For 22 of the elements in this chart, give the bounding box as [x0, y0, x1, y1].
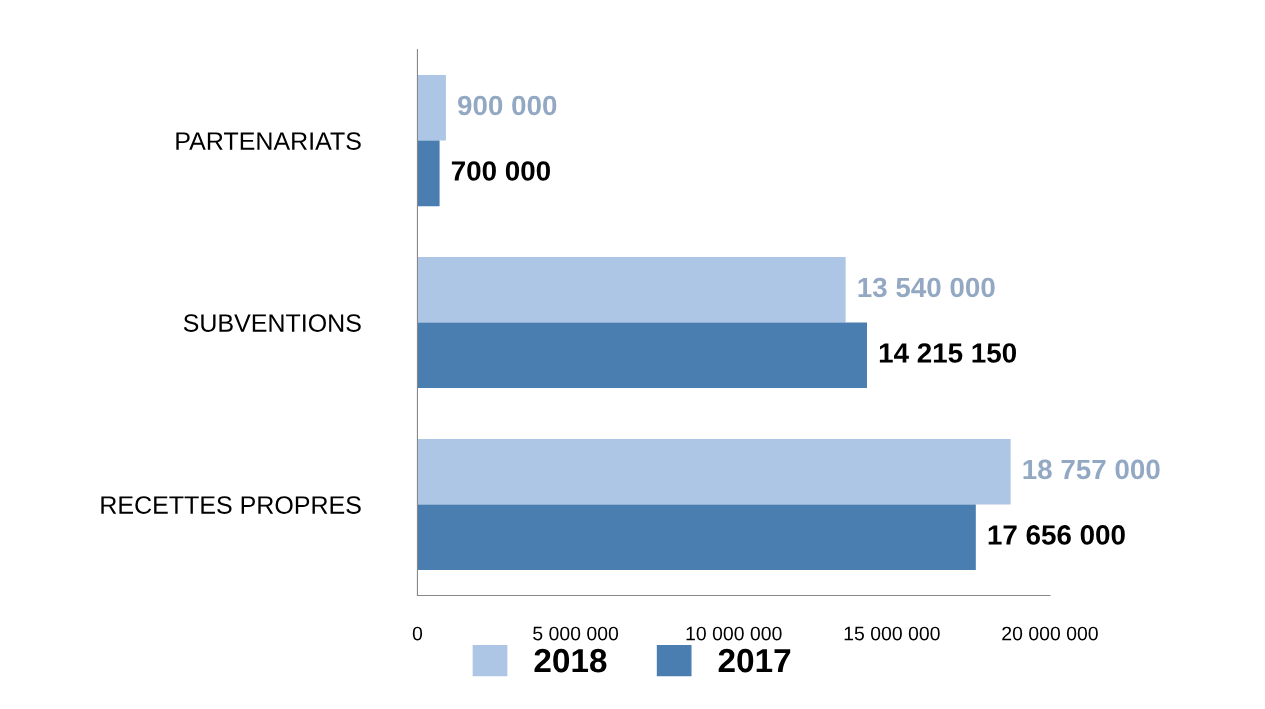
y-tick-label: PARTENARIATS — [176, 132, 361, 150]
data-label: 900 000 — [457, 95, 557, 116]
x-tick-label: 20 000 000 — [1002, 626, 1098, 641]
legend-label: 2018 — [534, 648, 607, 673]
legend-label: 2017 — [718, 648, 791, 673]
bar — [417, 140, 440, 207]
data-label: 18 757 000 — [1023, 459, 1160, 480]
data-label: 14 215 150 — [879, 343, 1016, 363]
x-tick-label: 10 000 000 — [686, 626, 782, 641]
x-tick-label: 0 — [412, 626, 423, 641]
bar — [417, 439, 1011, 505]
bar — [417, 504, 976, 571]
data-label: 17 656 000 — [988, 525, 1125, 545]
y-tick-label: RECETTES PROPRES — [101, 496, 361, 514]
x-tick-label: 15 000 000 — [844, 626, 940, 641]
data-label: 700 000 — [451, 161, 550, 181]
y-tick-label: SUBVENTIONS — [183, 314, 361, 332]
x-tick-label: 5 000 000 — [533, 626, 619, 641]
data-label: 13 540 000 — [858, 277, 995, 298]
bar — [417, 75, 446, 141]
bar — [417, 322, 867, 389]
bar — [417, 257, 846, 323]
